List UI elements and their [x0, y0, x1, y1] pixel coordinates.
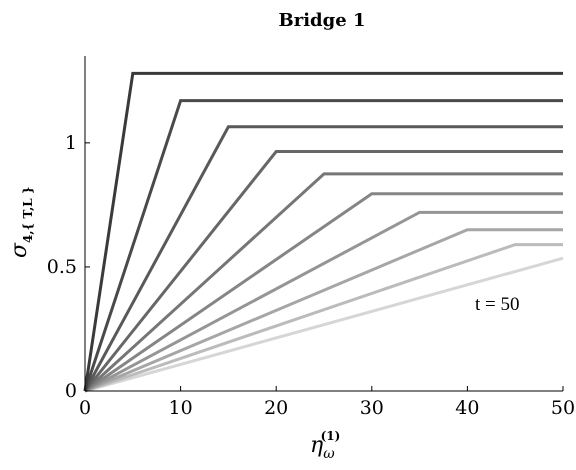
- series-line-3: [83, 125, 563, 392]
- series-line-4: [83, 150, 563, 392]
- series-layer: [83, 71, 564, 393]
- x-tick-label-50: 50: [551, 397, 575, 419]
- x-tick-label-30: 30: [360, 397, 384, 419]
- series-line-5: [83, 172, 563, 393]
- x-axis-label-sub: ω: [323, 446, 335, 462]
- series-line-6: [84, 192, 563, 393]
- x-tick-label-40: 40: [455, 397, 479, 419]
- x-tick-label-20: 20: [264, 397, 288, 419]
- y-axis-label: σ4,{ T,L }: [7, 186, 35, 258]
- x-axis-label-sup: (1): [321, 429, 341, 443]
- annotation-t: t = 50: [475, 294, 520, 315]
- x-axis-label: ηω (1): [310, 429, 340, 462]
- tick-layer: 0 10 20 30 40 50 0 0.5 1: [47, 132, 575, 419]
- y-tick-label-0: 0: [65, 380, 77, 402]
- series-line-2: [83, 99, 563, 392]
- series-line-9: [84, 243, 563, 393]
- y-axis-label-main: σ: [7, 242, 32, 258]
- series-line-10: [84, 256, 564, 393]
- x-axis-label-main: η: [310, 433, 323, 458]
- x-tick-label-0: 0: [79, 397, 91, 419]
- y-axis-label-sub: 4,{ T,L }: [21, 186, 35, 243]
- series-line-8: [84, 228, 563, 393]
- series-line-7: [84, 210, 563, 393]
- chart-title: Bridge 1: [279, 10, 366, 31]
- y-tick-label-1: 1: [65, 132, 77, 154]
- y-tick-label-0.5: 0.5: [47, 256, 77, 278]
- x-tick-label-10: 10: [169, 397, 193, 419]
- series-line-1: [83, 71, 563, 392]
